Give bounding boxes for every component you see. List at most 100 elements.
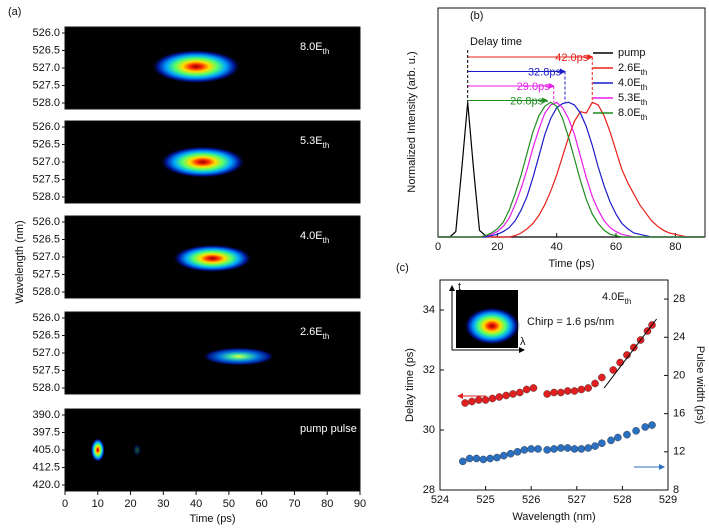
legend-label-sub: th xyxy=(641,83,648,92)
legend-label: 4.0Eth xyxy=(618,77,647,92)
data-point xyxy=(614,433,622,442)
data-point xyxy=(591,379,599,388)
legend-label-sub: th xyxy=(641,113,648,122)
legend-label-main: 4.0E xyxy=(618,77,641,89)
panel-condition-sub: th xyxy=(323,141,330,150)
x-tick-label: 0 xyxy=(435,241,441,253)
y-tick-label: 28 xyxy=(423,484,435,496)
y-tick-label: 405.0 xyxy=(32,444,60,456)
data-point xyxy=(563,387,572,395)
x-tick-label: 529 xyxy=(659,494,677,506)
data-point xyxy=(522,385,531,394)
y-tick-label: 526.0 xyxy=(32,27,60,39)
data-point xyxy=(648,421,656,429)
data-point xyxy=(465,454,474,463)
streak-signal xyxy=(159,146,246,178)
data-point xyxy=(458,457,467,466)
panel-condition-main: 2.6E xyxy=(300,326,323,338)
y-tick-label: 526.5 xyxy=(32,233,60,245)
data-point xyxy=(577,385,586,394)
y-tick-label: 30 xyxy=(423,424,435,436)
condition-label: 4.0Eth xyxy=(602,291,631,306)
x-tick-label: 525 xyxy=(476,494,494,506)
y-axis-label: Wavelength (nm) xyxy=(14,220,26,303)
condition-label-sub: th xyxy=(625,297,632,306)
inset-axis-label: t xyxy=(458,281,461,293)
x-tick-label: 20 xyxy=(124,498,136,510)
legend-label: 8.0Eth xyxy=(618,107,647,122)
data-point xyxy=(557,444,565,452)
data-point xyxy=(461,399,469,407)
x-tick-label: 30 xyxy=(157,498,169,510)
data-point xyxy=(632,427,640,435)
streak-image xyxy=(65,409,360,491)
data-point xyxy=(623,430,631,439)
panel-label: (c) xyxy=(396,262,409,274)
x-tick-label: 80 xyxy=(669,241,681,253)
data-point xyxy=(543,446,551,454)
y-tick-label: 528.0 xyxy=(32,191,60,203)
x-tick-label: 526 xyxy=(522,494,540,506)
data-point xyxy=(570,445,579,453)
y-tick-label: 412.5 xyxy=(32,461,60,473)
data-point xyxy=(641,423,650,431)
x-axis-label: Time (ps) xyxy=(189,513,235,525)
legend-label: pump xyxy=(618,47,646,59)
data-point xyxy=(516,388,524,397)
data-point xyxy=(529,384,538,392)
data-point xyxy=(584,384,593,392)
x-axis-label: Wavelength (nm) xyxy=(512,511,595,523)
y-tick-label: 526.0 xyxy=(32,216,60,228)
x-tick-label: 70 xyxy=(288,498,300,510)
data-point xyxy=(550,388,558,397)
data-point xyxy=(479,455,488,464)
y-tick-label: 527.0 xyxy=(32,251,60,263)
legend-label: 5.3Eth xyxy=(618,92,647,107)
x-tick-label: 60 xyxy=(610,241,622,253)
panel-condition-sub: th xyxy=(323,236,330,245)
panel-condition-main: 8.0E xyxy=(300,41,323,53)
y-tick-label: 527.0 xyxy=(32,62,60,74)
data-point xyxy=(591,442,599,450)
streak-signal xyxy=(90,438,105,462)
data-point xyxy=(488,394,497,403)
legend-label-sub: th xyxy=(641,98,648,107)
y-tick-label: 527.0 xyxy=(32,156,60,168)
y2-tick-label: 16 xyxy=(673,408,685,420)
panel-label: (a) xyxy=(8,6,21,18)
y-axis-label: Delay time (ps) xyxy=(404,348,416,422)
x-tick-label: 524 xyxy=(431,494,449,506)
panel-label: (b) xyxy=(470,10,483,22)
x-tick-label: 50 xyxy=(223,498,235,510)
data-point xyxy=(543,390,551,398)
data-point xyxy=(570,387,579,395)
x-tick-label: 10 xyxy=(92,498,104,510)
legend-label-main: 8.0E xyxy=(618,107,641,119)
data-point xyxy=(584,444,593,452)
panel-condition: 5.3Eth xyxy=(300,135,329,150)
y-tick-label: 528.0 xyxy=(32,97,60,109)
data-point xyxy=(616,358,624,367)
panel-condition: 8.0Eth xyxy=(300,41,329,56)
data-point xyxy=(502,391,510,400)
x-tick-label: 527 xyxy=(568,494,586,506)
x-tick-label: 60 xyxy=(256,498,268,510)
delay-label: 42.0ps xyxy=(555,52,589,64)
x-tick-label: 80 xyxy=(321,498,333,510)
inset-axis-label: λ xyxy=(520,336,526,348)
y-tick-label: 527.5 xyxy=(32,268,60,280)
y-tick-label: 526.0 xyxy=(32,121,60,133)
data-point xyxy=(609,366,618,374)
plot-frame xyxy=(439,279,669,491)
data-point xyxy=(513,448,522,456)
streak-signal xyxy=(202,347,275,366)
x-tick-label: 0 xyxy=(62,498,68,510)
inset-signal xyxy=(464,307,520,345)
data-point xyxy=(500,451,508,460)
y-tick-label: 420.0 xyxy=(32,479,60,491)
data-point xyxy=(550,445,558,453)
data-point xyxy=(520,446,529,454)
y-tick-label: 527.5 xyxy=(32,79,60,91)
y2-tick-label: 20 xyxy=(673,369,685,381)
panel-condition: 2.6Eth xyxy=(300,326,329,341)
